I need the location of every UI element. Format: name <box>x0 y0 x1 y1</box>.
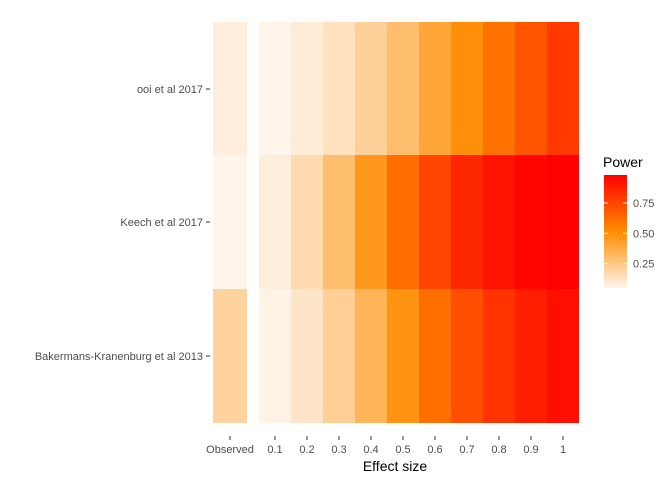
heatmap-cell <box>515 155 547 289</box>
heatmap-cell <box>259 155 291 289</box>
heatmap-cell <box>483 155 515 289</box>
heatmap-cell <box>515 22 547 156</box>
legend-colorbar <box>604 175 627 288</box>
heatmap-cell <box>451 155 483 289</box>
y-tick-label: Bakermans-Kranenburg et al 2013 <box>35 351 203 363</box>
x-axis-title: Effect size <box>363 458 428 474</box>
heatmap-cell <box>291 289 323 423</box>
legend-title: Power <box>603 154 643 170</box>
heatmap-cell <box>451 22 483 156</box>
heatmap-cell <box>323 289 355 423</box>
heatmap-cell <box>419 155 451 289</box>
y-tick-label: ooi et al 2017 <box>137 84 203 96</box>
x-axis: Observed 0.1 0.2 0.3 0.4 0.5 0.6 0.7 0.8 0.9 1 <box>206 436 566 456</box>
legend-ticks: 0.25 0.50 0.75 <box>604 198 654 271</box>
x-tick-label: Observed <box>206 444 254 456</box>
heatmap-cell <box>515 289 547 423</box>
heatmap-cell <box>483 22 515 156</box>
legend-tick-label: 0.25 <box>633 259 654 271</box>
legend-tick-label: 0.50 <box>633 228 654 240</box>
heatmap-cell <box>213 155 247 289</box>
heatmap-cell <box>355 155 387 289</box>
heatmap-cell <box>547 22 579 156</box>
heatmap-cell <box>483 289 515 423</box>
x-tick-label: 0.7 <box>459 444 474 456</box>
heatmap-cell <box>387 155 419 289</box>
x-tick-label: 0.2 <box>299 444 314 456</box>
heatmap-cell <box>387 289 419 423</box>
heatmap-cell <box>355 22 387 156</box>
x-tick-label: 0.9 <box>523 444 538 456</box>
x-tick-label: 0.8 <box>491 444 506 456</box>
heatmap-cell <box>323 22 355 156</box>
heatmap-cell <box>547 155 579 289</box>
heatmap-cell <box>547 289 579 423</box>
heatmap-cell <box>451 289 483 423</box>
y-tick-label: Keech et al 2017 <box>120 217 203 229</box>
heatmap-cell <box>213 22 247 156</box>
heatmap-cell <box>213 289 247 423</box>
heatmap-cell <box>323 155 355 289</box>
x-tick-label: 0.5 <box>395 444 410 456</box>
x-tick-label: 0.4 <box>363 444 378 456</box>
x-tick-label: 0.1 <box>267 444 282 456</box>
heatmap-cell <box>291 22 323 156</box>
heatmap-cell <box>259 22 291 156</box>
heatmap-cell <box>419 289 451 423</box>
x-tick-label: 0.6 <box>427 444 442 456</box>
x-tick-label: 1 <box>560 444 566 456</box>
y-axis: Bakermans-Kranenburg et al 2013 Keech et … <box>35 84 210 363</box>
heatmap-cell <box>355 289 387 423</box>
heatmap-cell <box>387 22 419 156</box>
legend: Power 0.25 0.50 0.75 <box>603 154 654 288</box>
heatmap-cells <box>213 22 579 423</box>
heatmap-cell <box>291 155 323 289</box>
legend-tick-label: 0.75 <box>633 198 654 210</box>
heatmap-cell <box>419 22 451 156</box>
heatmap-cell <box>259 289 291 423</box>
x-tick-label: 0.3 <box>331 444 346 456</box>
